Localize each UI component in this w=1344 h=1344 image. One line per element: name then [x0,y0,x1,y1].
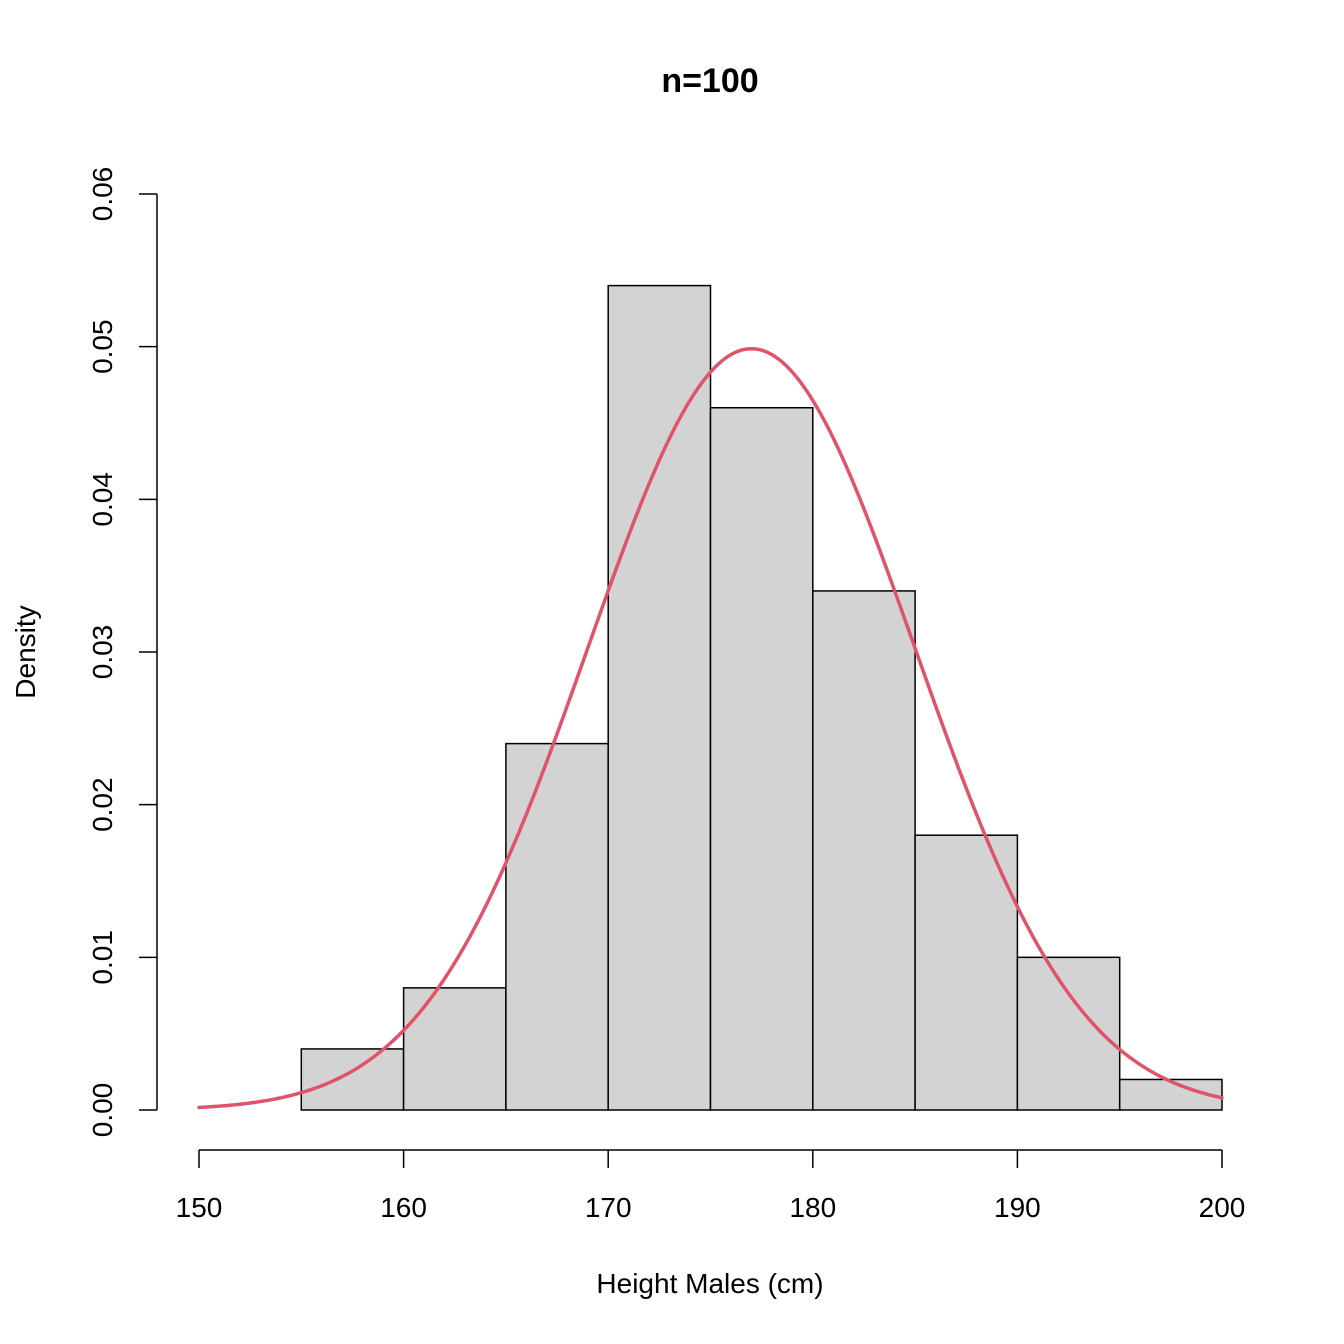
histogram-bar [607,284,712,1111]
histogram-bar [812,590,916,1111]
y-tick-label: 0.00 [87,1083,118,1138]
histogram-bar [300,1048,405,1111]
histogram-bar [914,834,1019,1111]
x-axis: 150 160 170 180 190 200 [176,1149,1246,1223]
y-tick-label: 0.06 [87,167,118,222]
x-tick-label: 160 [380,1192,427,1223]
y-tick-label: 0.05 [87,319,118,374]
y-axis: 0.00 0.01 0.02 0.03 0.04 0.05 0.06 [87,167,158,1138]
y-tick-label: 0.03 [87,625,118,680]
y-tick-label: 0.02 [87,777,118,832]
curve-layer [197,346,1224,1110]
histogram-bar [709,406,814,1111]
x-tick-label: 170 [585,1192,632,1223]
x-axis-label: Height Males (cm) [596,1268,823,1299]
x-tick-label: 150 [176,1192,223,1223]
x-tick-label: 180 [789,1192,836,1223]
x-tick-label: 200 [1199,1192,1246,1223]
y-tick-label: 0.01 [87,930,118,985]
y-axis-label: Density [10,605,41,698]
chart-title: n=100 [661,62,758,100]
x-tick-label: 190 [994,1192,1041,1223]
histogram-bar [402,987,507,1111]
bars-layer [300,284,1223,1111]
histogram-bar [505,742,609,1111]
normal-density-curve [197,346,1224,1110]
y-tick-label: 0.04 [87,472,118,526]
